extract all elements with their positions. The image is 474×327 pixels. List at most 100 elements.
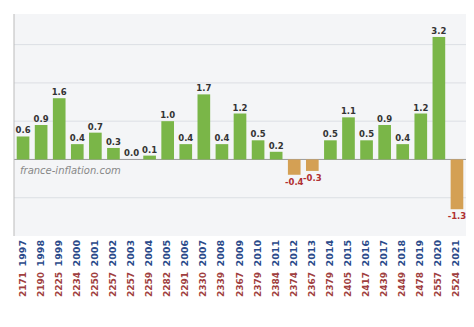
data-label: -0.3 [303, 173, 322, 183]
x-tick-label: 2007 [197, 240, 208, 266]
grid-line [14, 197, 466, 198]
x-tick-label: 2011 [270, 240, 281, 266]
salary-label: 2557 [433, 272, 443, 297]
salary-label: 2250 [90, 272, 100, 297]
x-tick-label: 1997 [17, 240, 28, 266]
x-tick-label: 2001 [89, 240, 100, 266]
bar [143, 156, 156, 160]
salary-label: 2367 [235, 272, 245, 297]
grid-line [14, 82, 466, 83]
salary-label: 2449 [397, 272, 407, 297]
bar [89, 133, 102, 160]
bar [216, 144, 229, 159]
x-tick-label: 2015 [342, 240, 353, 266]
chart: france-inflation.com0.60.91.60.40.70.30.… [0, 0, 474, 327]
data-label: 1.0 [160, 110, 175, 120]
data-label: 1.2 [232, 103, 247, 113]
x-tick-label: 1999 [53, 240, 64, 266]
bar [161, 121, 174, 159]
data-label: 1.7 [196, 83, 211, 93]
plot-background [14, 14, 466, 236]
salary-label: 2478 [415, 272, 425, 297]
x-tick-label: 2012 [288, 240, 299, 266]
salary-label: 2259 [144, 272, 154, 297]
watermark: france-inflation.com [20, 165, 121, 176]
data-label: 0.9 [34, 114, 49, 124]
salary-label: 2171 [18, 272, 28, 297]
data-label: 0.7 [88, 122, 103, 132]
bar [71, 144, 84, 159]
x-tick-label: 2004 [143, 240, 154, 267]
bar [396, 144, 409, 159]
salary-label: 2190 [36, 272, 46, 297]
x-tick-label: 2013 [306, 240, 317, 266]
x-tick-label: 2006 [179, 240, 190, 267]
bar [53, 98, 66, 159]
bar [414, 114, 427, 160]
data-label: 0.4 [395, 133, 410, 143]
data-label: 0.4 [178, 133, 193, 143]
y-axis-line [14, 14, 15, 236]
salary-label: 2225 [54, 272, 64, 297]
x-tick-label: 2020 [432, 240, 443, 267]
salary-label: 2291 [180, 272, 190, 297]
data-label: 0.4 [214, 133, 229, 143]
grid-line [14, 44, 466, 45]
salary-label: 2417 [361, 272, 371, 297]
salary-label: 2379 [325, 272, 335, 297]
bar [198, 94, 211, 159]
salary-label: 2330 [198, 272, 208, 297]
data-label: 0.1 [142, 145, 157, 155]
x-tick-label: 1998 [35, 240, 46, 267]
data-label: 0.3 [106, 137, 121, 147]
data-label: 0.5 [359, 129, 374, 139]
data-label: 0.4 [70, 133, 85, 143]
bar [306, 159, 319, 170]
x-tick-label: 2014 [324, 240, 335, 267]
data-label: -0.4 [285, 177, 304, 187]
data-label: 0.6 [16, 125, 31, 135]
x-tick-label: 2019 [414, 240, 425, 266]
bar [107, 148, 120, 159]
x-tick-label: 2002 [107, 240, 118, 266]
bar [35, 125, 48, 159]
salary-label: 2282 [162, 272, 172, 297]
salary-label: 2384 [271, 272, 281, 297]
x-tick-label: 2010 [252, 240, 263, 267]
data-label: 1.2 [413, 103, 428, 113]
data-label: -1.3 [448, 211, 467, 221]
x-tick-label: 2000 [71, 240, 82, 267]
bar [234, 114, 247, 160]
x-tick-label: 2005 [161, 240, 172, 266]
bar [360, 140, 373, 159]
salary-label: 2234 [72, 272, 82, 297]
data-label: 1.1 [341, 106, 356, 116]
data-label: 0.2 [269, 141, 284, 151]
x-tick-label: 2021 [450, 240, 461, 266]
data-label: 0.5 [323, 129, 338, 139]
bar [270, 152, 283, 160]
bar [342, 117, 355, 159]
salary-label: 2374 [289, 272, 299, 297]
salary-label: 2367 [307, 272, 317, 297]
data-label: 0.9 [377, 114, 392, 124]
x-tick-label: 2008 [215, 240, 226, 267]
bar [324, 140, 337, 159]
salary-label: 2405 [343, 272, 353, 297]
bar [433, 37, 446, 159]
salary-label: 2524 [451, 272, 461, 297]
bar [252, 140, 265, 159]
x-tick-label: 2009 [234, 240, 245, 266]
data-label: 0.0 [124, 148, 139, 158]
data-label: 3.2 [431, 26, 446, 36]
x-tick-label: 2018 [396, 240, 407, 267]
x-tick-label: 2016 [360, 240, 371, 267]
data-label: 1.6 [52, 87, 67, 97]
bar [17, 136, 30, 159]
bar [125, 159, 138, 160]
bar [378, 125, 391, 159]
bar [451, 159, 464, 209]
bars [17, 37, 464, 209]
salary-label: 2339 [216, 272, 226, 297]
bar [179, 144, 192, 159]
